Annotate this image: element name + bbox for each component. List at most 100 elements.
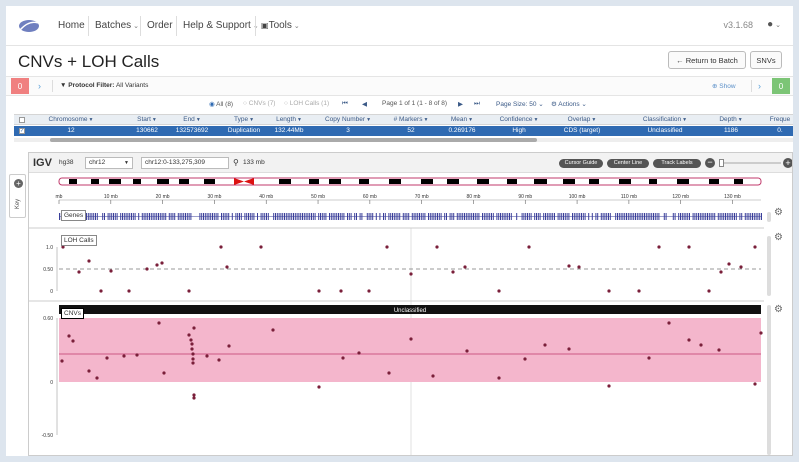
key-panel-toggle[interactable]: + Key (9, 174, 26, 218)
page-size-select[interactable]: Page Size: 50 ⌄ (496, 100, 544, 108)
logo-icon[interactable] (18, 18, 40, 34)
table-row[interactable]: ✓ 12 130662 132573692 Duplication 132.44Mb 3 5… (14, 126, 793, 136)
cnv-tick-label: 0 (50, 380, 53, 386)
cnv-point (122, 354, 126, 358)
nav-help[interactable]: Help & Support⌄ (183, 20, 259, 31)
first-page-icon[interactable]: ⏮ (342, 100, 348, 107)
cnv-point (191, 357, 195, 361)
filter-icon[interactable]: ▼ (423, 117, 429, 123)
column-header[interactable]: Copy Number▼ (325, 115, 371, 125)
filter-icon[interactable]: ▼ (296, 117, 302, 123)
nav-batches[interactable]: Batches ⌄ (95, 20, 139, 31)
top-navigation: Home Batches⌄ Order Help & Support⌄ ▣Too… (6, 6, 793, 46)
chevron-right-icon[interactable]: › (38, 81, 41, 91)
next-page-icon[interactable]: ▶ (458, 101, 463, 108)
actions-menu[interactable]: ⚙ Actions ⌄ (551, 100, 587, 108)
locus-input[interactable]: chr12:0-133,275,309 (141, 157, 229, 169)
zoom-slider-handle[interactable] (719, 159, 724, 167)
last-page-icon[interactable]: ⏭ (474, 100, 480, 107)
show-toggle[interactable]: ⊕ Show (712, 82, 736, 90)
radio-all[interactable]: ◉ All (8) (209, 100, 233, 108)
zoom-slider[interactable] (719, 162, 781, 164)
chevron-down-icon: ⌄ (581, 101, 587, 108)
column-header[interactable]: Start▼ (137, 115, 157, 125)
return-to-batch-button[interactable]: ← Return to Batch (668, 51, 746, 69)
filter-icon[interactable]: ▼ (366, 117, 372, 123)
prev-page-icon[interactable]: ◀ (362, 101, 367, 108)
loh-point (145, 267, 149, 271)
radio-cnvs[interactable]: ○ CNVs (7) (243, 100, 275, 107)
column-header-label: Confidence (499, 116, 533, 123)
column-header[interactable]: Confidence▼ (500, 115, 539, 125)
gene-mark (761, 213, 762, 220)
chromosome-select[interactable]: chr12 ▼ (85, 157, 133, 169)
row-checkbox[interactable]: ✓ (19, 128, 25, 134)
column-header[interactable]: # Markers▼ (394, 115, 429, 125)
column-header[interactable]: Classification▼ (643, 115, 687, 125)
filter-icon[interactable]: ▼ (249, 117, 255, 123)
cnv-tick-label: -0.50 (42, 433, 54, 439)
filter-icon[interactable]: ▼ (88, 117, 94, 123)
filter-bar (6, 76, 793, 96)
filter-icon[interactable]: ▼ (533, 117, 539, 123)
table-cell: 0.269176 (448, 127, 476, 134)
search-icon[interactable]: ⚲ (233, 158, 239, 167)
column-header-label: # Markers (393, 116, 423, 123)
loh-settings-gear-icon[interactable]: ⚙ (774, 232, 783, 243)
ideogram-band (279, 179, 291, 184)
filter-icon[interactable]: ▼ (682, 117, 688, 123)
nav-home[interactable]: Home (58, 20, 85, 31)
column-header[interactable]: Length▼ (276, 115, 302, 125)
cnv-point (87, 369, 91, 373)
loh-point (409, 272, 413, 276)
column-header[interactable]: Mean▼ (451, 115, 473, 125)
chevron-right-icon[interactable]: › (758, 81, 761, 91)
ruler-tick-label: 120 mb (672, 194, 689, 200)
cursor-guide-button[interactable]: Cursor Guide (559, 159, 603, 168)
column-header[interactable]: Freque (770, 115, 791, 125)
column-header[interactable]: Chromosome▼ (49, 115, 94, 125)
column-header[interactable]: End▼ (183, 115, 201, 125)
nav-order[interactable]: Order (147, 20, 173, 31)
column-header[interactable]: Depth▼ (719, 115, 742, 125)
cnv-point (105, 356, 109, 360)
prev-count-badge[interactable]: 0 (11, 78, 29, 94)
loh-point (435, 245, 439, 249)
zoom-in-icon[interactable]: + (783, 158, 792, 168)
table-scrollbar[interactable] (14, 138, 793, 142)
nav-tools[interactable]: ▣Tools ⌄ (261, 20, 300, 31)
track-labels-button[interactable]: Track Labels (653, 159, 701, 168)
igv-tracks[interactable]: mb 10 mb 20 mb 30 mb 40 mb 50 mb 60 mb 70 mb 80 … (29, 173, 793, 456)
genes-track-label: Genes (61, 210, 87, 221)
snvs-button[interactable]: SNVs (750, 51, 782, 69)
loh-point (160, 261, 164, 265)
select-all-checkbox[interactable] (19, 117, 25, 123)
next-count-badge[interactable]: 0 (772, 78, 790, 94)
cnv-point (190, 347, 194, 351)
ruler-tick-label: 60 mb (363, 194, 377, 200)
ruler-tick-label: 20 mb (156, 194, 170, 200)
filter-icon[interactable]: ▼ (591, 117, 597, 123)
loh-point (637, 289, 641, 293)
protocol-filter[interactable]: ▼ Protocol Filter: All Variants (60, 82, 148, 89)
center-line-button[interactable]: Center Line (607, 159, 649, 168)
cnv-region (59, 318, 761, 382)
user-menu[interactable]: ● ⌄ (767, 19, 781, 30)
filter-icon[interactable]: ▼ (468, 117, 474, 123)
cnv-settings-gear-icon[interactable]: ⚙ (774, 304, 783, 315)
filter-icon[interactable]: ▼ (195, 117, 201, 123)
cnv-point (71, 339, 75, 343)
column-header[interactable]: Overlap▼ (568, 115, 597, 125)
zoom-out-icon[interactable]: − (705, 158, 715, 168)
scrollbar-thumb[interactable] (50, 138, 537, 142)
filter-icon[interactable]: ▼ (151, 117, 157, 123)
version-label: v3.1.68 (723, 20, 753, 30)
filter-label: Protocol Filter: (68, 82, 115, 89)
ruler-tick-label: 110 mb (621, 194, 638, 200)
loh-point (739, 265, 743, 269)
genes-settings-gear-icon[interactable]: ⚙ (774, 207, 783, 218)
loh-point (99, 289, 103, 293)
radio-loh[interactable]: ○ LOH Calls (1) (284, 100, 329, 107)
filter-icon[interactable]: ▼ (737, 117, 743, 123)
column-header[interactable]: Type▼ (234, 115, 254, 125)
